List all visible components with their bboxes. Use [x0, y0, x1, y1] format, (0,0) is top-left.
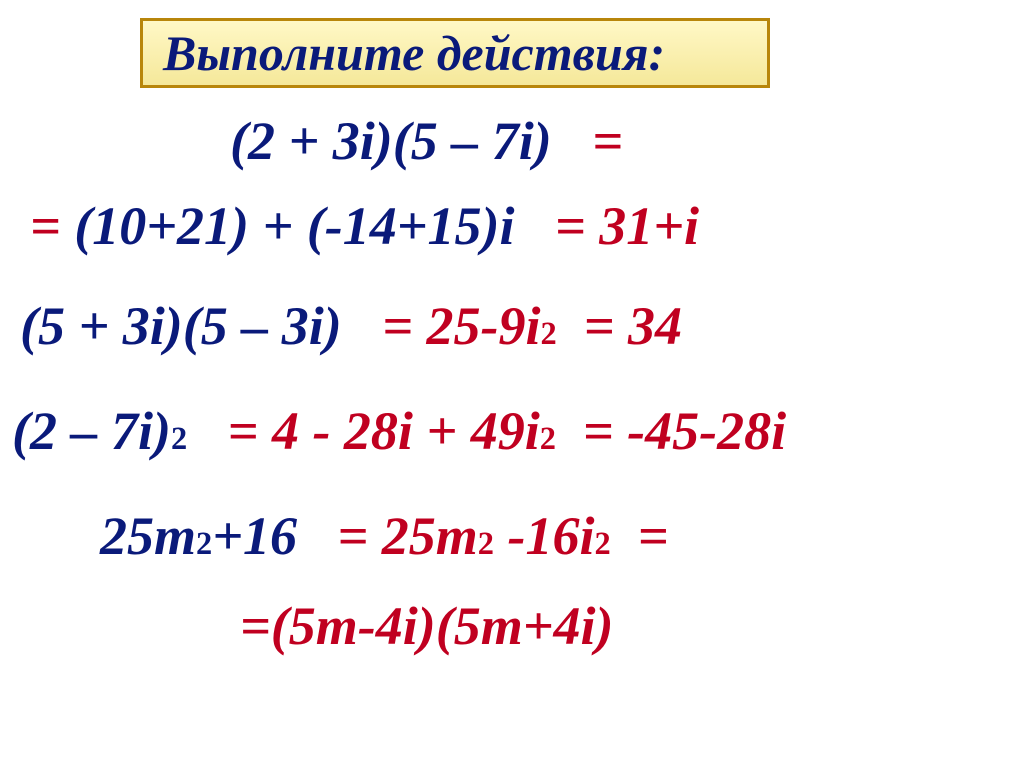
problem-text: 25m: [100, 505, 196, 567]
equation-row: 25m2+16 = 25m2 -16i2 =: [100, 505, 668, 567]
answer-text: 2: [540, 421, 556, 458]
answer-text: = 25m: [338, 505, 478, 567]
answer-text: 2: [478, 526, 494, 563]
answer-text: = 34: [557, 295, 682, 357]
answer-text: = 25-9i: [382, 295, 540, 357]
problem-text: (2 – 7i): [12, 400, 171, 462]
problem-text: 2: [171, 421, 187, 458]
answer-text: =: [592, 110, 623, 172]
title-text: Выполните действия:: [163, 24, 665, 82]
equation-row: (2 – 7i)2 = 4 - 28i + 49i2 = -45-28i: [12, 400, 786, 462]
title-box: Выполните действия:: [140, 18, 770, 88]
equation-row: (2 + 3i)(5 – 7i) =: [230, 110, 623, 172]
answer-text: (5m-4i)(5m+4i): [271, 595, 614, 657]
equation-row: = (10+21) + (-14+15)i = 31+i: [30, 195, 699, 257]
problem-text: (10+21) + (-14+15)i: [74, 195, 514, 257]
equation-row: (5 + 3i)(5 – 3i) = 25-9i2 = 34: [20, 295, 682, 357]
answer-text: -16i: [494, 505, 595, 567]
problem-text: (5 + 3i)(5 – 3i): [20, 295, 382, 357]
answer-text: 2: [540, 316, 556, 353]
problem-text: (2 + 3i)(5 – 7i): [230, 110, 592, 172]
answer-text: =: [30, 195, 74, 257]
answer-text: = 4 - 28i + 49i: [187, 400, 540, 462]
answer-text: = 31+i: [515, 195, 700, 257]
answer-text: =: [240, 595, 271, 657]
problem-text: 2: [196, 526, 212, 563]
answer-text: =: [611, 505, 669, 567]
answer-text: = -45-28i: [556, 400, 786, 462]
answer-text: 2: [594, 526, 610, 563]
equation-row: =(5m-4i)(5m+4i): [240, 595, 613, 657]
problem-text: +16: [212, 505, 337, 567]
